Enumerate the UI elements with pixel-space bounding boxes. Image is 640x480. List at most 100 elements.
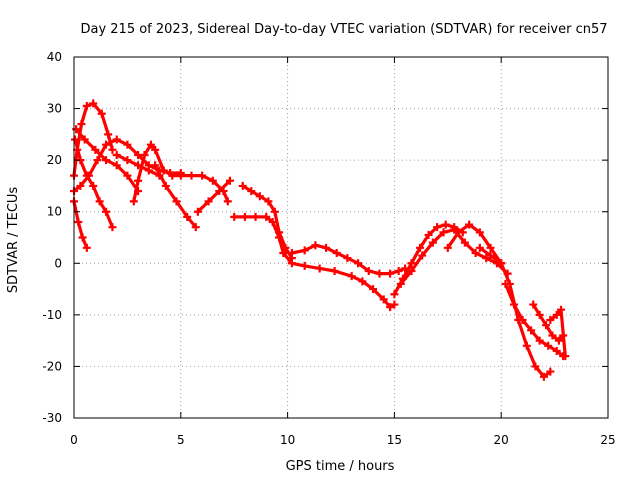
data-point xyxy=(144,166,153,175)
data-point xyxy=(183,212,192,221)
data-point xyxy=(300,261,309,270)
data-point xyxy=(215,187,224,196)
series-trace xyxy=(503,282,565,358)
data-point xyxy=(522,341,531,350)
data-point xyxy=(268,218,277,227)
grid-lines xyxy=(74,57,608,418)
data-point xyxy=(255,192,264,201)
data-point xyxy=(123,156,132,165)
data-point xyxy=(193,207,202,216)
data-point xyxy=(418,251,427,260)
series-trace xyxy=(446,223,503,265)
series-trace xyxy=(196,179,232,214)
series-arc-15 xyxy=(443,220,506,268)
data-point xyxy=(76,181,85,190)
data-point xyxy=(78,233,87,242)
data-point xyxy=(270,207,279,216)
data-point xyxy=(264,197,273,206)
data-point xyxy=(187,171,196,180)
y-tick-label: -10 xyxy=(42,308,62,322)
data-point xyxy=(84,171,93,180)
data-point xyxy=(330,267,339,276)
data-point xyxy=(542,321,551,330)
data-point xyxy=(369,285,378,294)
data-point xyxy=(552,346,561,355)
series-arc-11 xyxy=(230,212,399,312)
data-point xyxy=(501,279,510,288)
data-point xyxy=(358,277,367,286)
data-point xyxy=(198,171,207,180)
data-point xyxy=(322,243,331,252)
data-point xyxy=(74,218,83,227)
data-point xyxy=(71,135,80,144)
series-group xyxy=(70,99,570,381)
series-arc-8 xyxy=(151,161,200,232)
data-point xyxy=(159,166,168,175)
series-arc-16 xyxy=(475,243,555,381)
data-point xyxy=(390,290,399,299)
data-point xyxy=(262,212,271,221)
data-point xyxy=(544,341,553,350)
data-point xyxy=(510,300,519,309)
data-point xyxy=(416,243,425,252)
data-point xyxy=(531,362,540,371)
data-point xyxy=(486,243,495,252)
data-point xyxy=(251,212,260,221)
x-tick-label: 25 xyxy=(600,433,615,447)
data-point xyxy=(343,254,352,263)
y-tick-label: -30 xyxy=(42,411,62,425)
data-point xyxy=(441,220,450,229)
data-point xyxy=(529,300,538,309)
data-point xyxy=(554,336,563,345)
series-arc-7 xyxy=(129,140,232,206)
series-trace xyxy=(232,215,396,309)
data-point xyxy=(204,197,213,206)
y-tick-label: 0 xyxy=(54,256,62,270)
data-point xyxy=(134,176,143,185)
data-point xyxy=(112,161,121,170)
data-point xyxy=(82,243,91,252)
data-point xyxy=(539,372,548,381)
data-point xyxy=(247,187,256,196)
data-point xyxy=(315,264,324,273)
data-point xyxy=(230,212,239,221)
data-point xyxy=(546,316,555,325)
data-point xyxy=(300,246,309,255)
data-point xyxy=(172,197,181,206)
data-point xyxy=(527,326,536,335)
plot-frame xyxy=(73,56,609,419)
data-point xyxy=(129,197,138,206)
data-point xyxy=(240,212,249,221)
y-tick-label: -20 xyxy=(42,359,62,373)
data-point xyxy=(450,225,459,234)
y-axis-label: SDTVAR / TECUs xyxy=(6,187,21,294)
data-point xyxy=(475,243,484,252)
data-point xyxy=(95,197,104,206)
series-arc-17 xyxy=(501,279,568,361)
data-point xyxy=(552,310,561,319)
data-point xyxy=(208,176,217,185)
data-point xyxy=(275,233,284,242)
data-point xyxy=(396,279,405,288)
data-point xyxy=(379,295,388,304)
data-point xyxy=(482,254,491,263)
series-trace xyxy=(72,199,89,250)
series-arc-9 xyxy=(193,176,234,216)
series-trace xyxy=(548,308,567,358)
data-point xyxy=(548,331,557,340)
data-point xyxy=(287,248,296,257)
data-point xyxy=(347,272,356,281)
data-point xyxy=(91,145,100,154)
y-tick-label: 20 xyxy=(47,153,62,167)
series-arc-12 xyxy=(287,241,410,278)
x-tick-label: 5 xyxy=(177,433,185,447)
data-point xyxy=(77,120,86,129)
data-point xyxy=(475,228,484,237)
data-point xyxy=(223,197,232,206)
data-point xyxy=(80,135,89,144)
x-tick-label: 10 xyxy=(280,433,295,447)
x-axis-label: GPS time / hours xyxy=(286,459,395,474)
data-point xyxy=(465,220,474,229)
data-point xyxy=(82,101,91,110)
data-point xyxy=(102,140,111,149)
